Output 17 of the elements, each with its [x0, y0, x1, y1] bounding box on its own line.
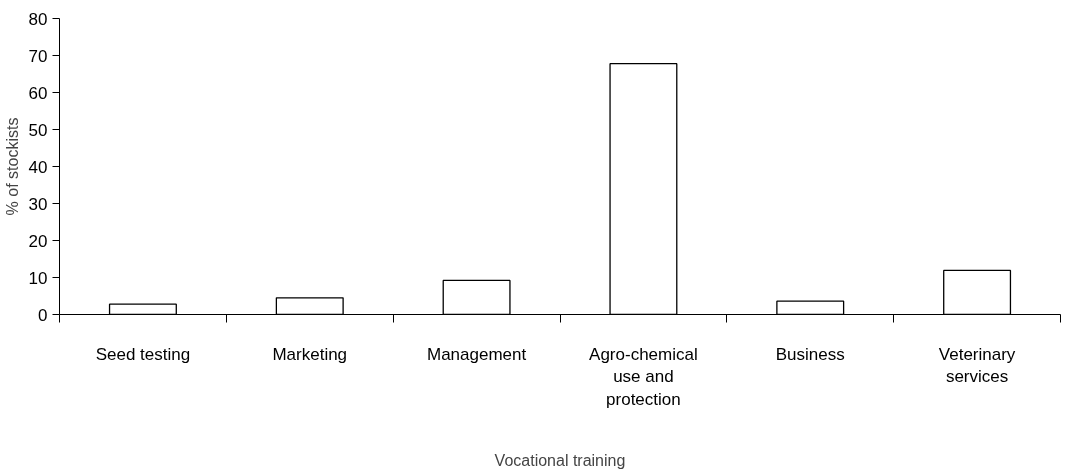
y-tick-label: 30: [28, 194, 48, 214]
x-tick-label: Veterinary services: [938, 344, 1016, 387]
y-tick-label: 60: [28, 83, 48, 103]
x-tick-label: Seed testing: [95, 344, 191, 364]
y-tick-label: 0: [38, 305, 48, 325]
y-tick-label: 80: [28, 9, 48, 29]
y-tick-label: 70: [28, 46, 48, 66]
y-tick-label: 50: [28, 120, 48, 140]
y-tick-label: 10: [28, 268, 48, 288]
x-tick-label: Agro-chemical use and protection: [589, 344, 698, 410]
x-tick-label: Marketing: [272, 344, 348, 364]
y-axis-title: % of stockists: [3, 117, 21, 216]
x-axis-title: Vocational training: [494, 452, 626, 470]
y-tick-label: 40: [28, 157, 48, 177]
y-tick-label: 20: [28, 231, 48, 251]
x-tick-label: Management: [426, 344, 527, 364]
x-tick-label: Business: [775, 344, 845, 364]
